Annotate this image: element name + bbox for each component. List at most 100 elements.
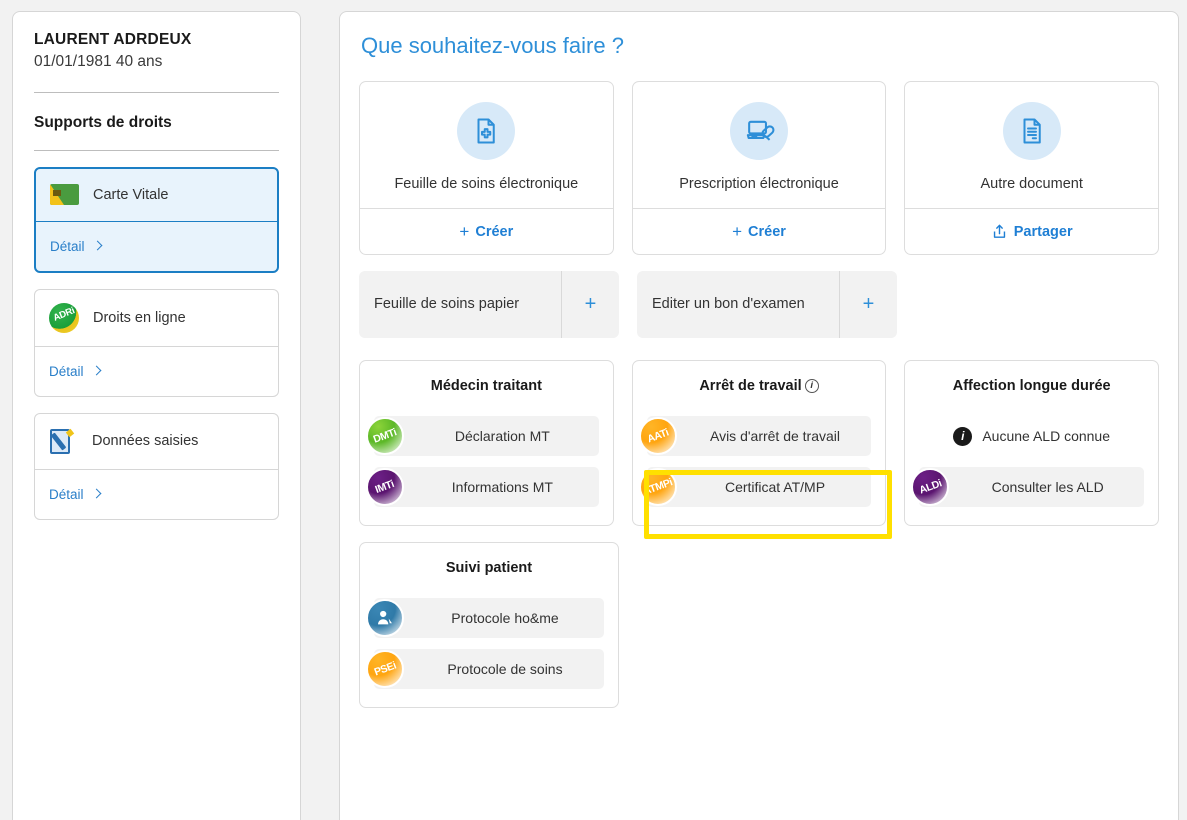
badge-text: IMTi [373,478,397,496]
share-upload-icon [993,224,1005,238]
badge-text: DMTi [371,426,399,446]
patient-dob-age: 01/01/1981 40 ans [34,52,163,70]
icon-bubble [1002,102,1061,160]
badge-text: PSEi [372,659,398,679]
sidebar-item-droits-en-ligne[interactable]: ADRi Droits en ligne Détail [34,288,279,397]
badge-text: ATMPi [641,476,674,498]
primary-actions-row: Feuille de soins électronique + Créer [359,81,1160,255]
icon-bubble [730,102,788,160]
sidebar-item-carte-vitale[interactable]: Carte Vitale Détail [34,166,279,273]
support-row[interactable]: Données saisies [35,414,278,469]
main-heading: Que souhaitez-vous faire ? [361,33,624,58]
ald-status-note: i Aucune ALD connue [919,416,1144,456]
card-title-text: Suivi patient [445,560,533,576]
item-label: Informations MT [451,479,553,495]
item-informations-mt[interactable]: IMTi Informations MT [366,467,599,507]
card-title: Suivi patient [374,560,604,576]
main-panel: Que souhaitez-vous faire ? Feuille de so… [339,11,1179,820]
action-label: Créer [748,223,786,240]
support-label: Carte Vitale [93,186,169,203]
divider [34,149,279,151]
partager-button[interactable]: Partager [905,208,1159,254]
card-body: Autre document [905,82,1158,208]
card-title: Affection longue durée [919,378,1144,394]
divider [36,220,277,222]
laptop-pill-icon [746,120,774,141]
patient-name: LAURENT ADRDEUX [34,31,192,48]
card-medecin-traitant: Médecin traitant DMTi Déclaration MT IMT… [359,360,614,526]
item-avis-arret-de-travail[interactable]: AATi Avis d'arrêt de travail [638,416,872,456]
atmpi-badge-icon: ATMPi [638,468,677,506]
droits-en-ligne-detail-link[interactable]: Détail [35,347,278,396]
action-label: Créer [475,223,514,240]
card-title-text: Médecin traitant [430,378,542,394]
item-label: Consulter les ALD [991,479,1104,495]
adri-badge-text: ADRi [51,305,77,324]
card-label: Prescription électronique [679,176,839,192]
add-feuille-de-soins-papier-button[interactable]: + [561,271,619,338]
plus-icon: + [862,293,875,315]
card-label: Feuille de soins papier [374,295,520,312]
item-protocole-de-soins[interactable]: PSEi Protocole de soins [366,649,604,689]
item-label: Protocole ho&me [451,610,559,626]
plus-icon: + [459,221,470,241]
add-bon-examen-button[interactable]: + [839,271,897,338]
support-label: Droits en ligne [93,309,186,326]
item-label: Déclaration MT [454,428,550,444]
aati-badge-icon: AATi [638,417,677,455]
badge-text: ALDi [917,477,944,497]
card-label: Feuille de soins électronique [394,176,579,192]
protocole-home-badge-icon [366,599,404,637]
creer-button-fse[interactable]: + Créer [360,208,613,254]
plus-icon: + [584,293,597,315]
suivi-patient-row: Suivi patient Protocole ho&me PSEi [359,542,1159,708]
secondary-actions-row: Feuille de soins papier + Editer un bon … [359,271,1159,338]
psei-badge-icon: PSEi [366,650,404,688]
sidebar-item-donnees-saisies[interactable]: Données saisies Détail [34,412,279,520]
ald-status-text: Aucune ALD connue [982,428,1110,444]
card-feuille-de-soins-electronique[interactable]: Feuille de soins électronique + Créer [359,81,614,255]
item-protocole-home[interactable]: Protocole ho&me [366,598,604,638]
info-circle-icon[interactable]: i [804,379,819,393]
card-arret-de-travail: Arrêt de travail i AATi Avis d'arrêt de … [631,360,887,526]
support-row[interactable]: ADRi Droits en ligne [35,290,278,346]
item-consulter-les-ald[interactable]: ALDi Consulter les ALD [911,467,1145,507]
card-label: Autre document [980,176,1083,192]
badge-text: AATi [645,426,671,446]
card-editer-bon-examen[interactable]: Editer un bon d'examen + [637,271,897,338]
action-label: Partager [1013,223,1073,240]
card-suivi-patient: Suivi patient Protocole ho&me PSEi [359,542,619,708]
divider [35,345,278,347]
supports-section-title: Supports de droits [34,113,172,131]
page-title: LAURENT ADRDEUX 01/01/1981 40 ans [34,30,279,73]
card-autre-document[interactable]: Autre document Partager [904,81,1160,255]
document-lines-icon [1023,118,1041,144]
patient-sidebar: LAURENT ADRDEUX 01/01/1981 40 ans Suppor… [12,11,301,820]
card-feuille-de-soins-papier[interactable]: Feuille de soins papier + [359,271,619,338]
donnees-saisies-detail-link[interactable]: Détail [35,470,278,519]
divider [34,91,279,93]
services-row: Médecin traitant DMTi Déclaration MT IMT… [359,360,1160,526]
card-title-text: Arrêt de travail [699,378,802,394]
support-row[interactable]: Carte Vitale [36,169,277,221]
creer-button-prescription[interactable]: + Créer [632,208,886,254]
icon-bubble [457,102,516,160]
item-certificat-at-mp[interactable]: ATMPi Certificat AT/MP [638,467,872,507]
card-prescription-electronique[interactable]: Prescription électronique + Créer [631,81,887,255]
card-affection-longue-duree: Affection longue durée i Aucune ALD conn… [904,360,1160,526]
item-label: Protocole de soins [447,661,563,677]
detail-label: Détail [49,363,84,379]
chevron-right-icon [92,240,102,251]
support-label: Données saisies [92,433,199,450]
item-label: Certificat AT/MP [724,479,826,495]
note-pencil-icon [49,427,78,456]
card-title: Arrêt de travail i [647,378,872,394]
divider [35,468,278,470]
detail-label: Détail [49,486,84,502]
item-declaration-mt[interactable]: DMTi Déclaration MT [366,416,599,456]
carte-vitale-icon [50,184,79,206]
card-body: Feuille de soins électronique [360,82,613,208]
detail-label: Détail [50,238,85,254]
carte-vitale-detail-link[interactable]: Détail [36,222,277,271]
